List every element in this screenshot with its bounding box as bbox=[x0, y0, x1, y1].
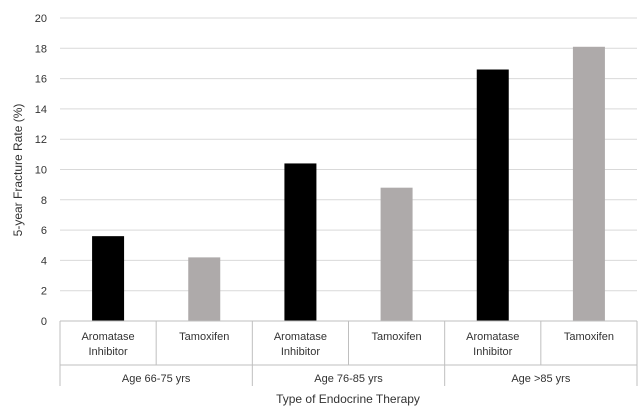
y-tick-label: 2 bbox=[41, 286, 47, 298]
gridlines bbox=[60, 17, 637, 292]
y-tick-label: 14 bbox=[35, 104, 47, 116]
y-tick-label: 8 bbox=[41, 195, 47, 207]
y-tick-label: 4 bbox=[41, 255, 47, 267]
x-category-label: Inhibitor bbox=[89, 346, 128, 358]
y-tick-label: 12 bbox=[35, 134, 47, 146]
bar bbox=[476, 69, 509, 321]
x-category-label: Aromatase bbox=[466, 331, 519, 343]
y-tick-label: 10 bbox=[35, 165, 47, 177]
bar bbox=[572, 46, 605, 321]
x-group-label: Age >85 yrs bbox=[511, 373, 571, 385]
x-group-label: Age 66-75 yrs bbox=[122, 373, 191, 385]
x-axis: Aromatase Inhibitor Tamoxifen Age 66-75 yrs… bbox=[59, 320, 638, 386]
y-axis-ticks: 0 2 4 6 8 10 12 14 16 18 20 bbox=[35, 13, 47, 328]
bar bbox=[92, 236, 125, 321]
y-tick-label: 6 bbox=[41, 225, 47, 237]
y-tick-label: 0 bbox=[41, 316, 47, 328]
x-axis-title: Type of Endocrine Therapy bbox=[276, 392, 420, 406]
bar bbox=[380, 187, 413, 321]
y-axis-title: 5-year Fracture Rate (%) bbox=[11, 104, 25, 237]
y-tick-label: 16 bbox=[35, 74, 47, 86]
x-category-label: Inhibitor bbox=[473, 346, 512, 358]
y-tick-label: 20 bbox=[35, 13, 47, 25]
y-tick-label: 18 bbox=[35, 43, 47, 55]
x-category-label: Tamoxifen bbox=[372, 331, 422, 343]
x-category-label: Inhibitor bbox=[281, 346, 320, 358]
x-category-label: Aromatase bbox=[274, 331, 327, 343]
x-category-label: Tamoxifen bbox=[564, 331, 614, 343]
x-category-label: Tamoxifen bbox=[179, 331, 229, 343]
bar bbox=[188, 257, 221, 321]
x-group-label: Age 76-85 yrs bbox=[314, 373, 383, 385]
x-category-label: Aromatase bbox=[81, 331, 134, 343]
bars bbox=[92, 46, 605, 321]
bar bbox=[284, 163, 317, 321]
